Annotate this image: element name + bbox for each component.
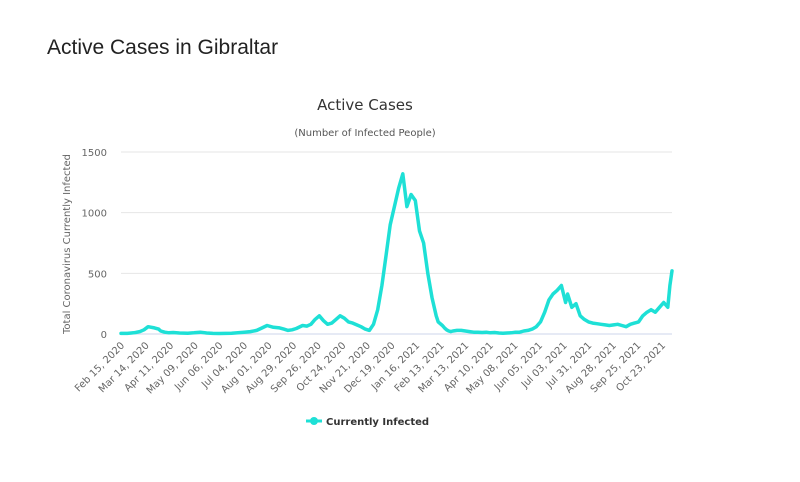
y-tick-label: 1000 <box>82 209 107 220</box>
grid-lines <box>121 151 672 335</box>
series-line-currently-infected[interactable] <box>119 172 674 336</box>
y-tick-label: 500 <box>88 269 107 280</box>
active-cases-chart: Active Cases (Number of Infected People)… <box>62 96 674 428</box>
chart-title: Active Cases <box>317 96 413 114</box>
chart-container: Active Cases (Number of Infected People)… <box>0 80 800 460</box>
y-tick-label: 1500 <box>82 148 107 159</box>
legend-marker <box>310 417 318 425</box>
y-axis-ticks: 0 500 1000 1500 <box>82 148 107 341</box>
legend-label-currently-infected[interactable]: Currently Infected <box>326 417 429 428</box>
y-axis-title: Total Coronavirus Currently Infected <box>62 154 73 335</box>
series-layer <box>119 172 674 336</box>
legend[interactable]: Currently Infected <box>306 417 429 428</box>
chart-subtitle: (Number of Infected People) <box>294 128 435 139</box>
y-tick-label: 0 <box>101 330 107 341</box>
page-title: Active Cases in Gibraltar <box>47 36 279 59</box>
